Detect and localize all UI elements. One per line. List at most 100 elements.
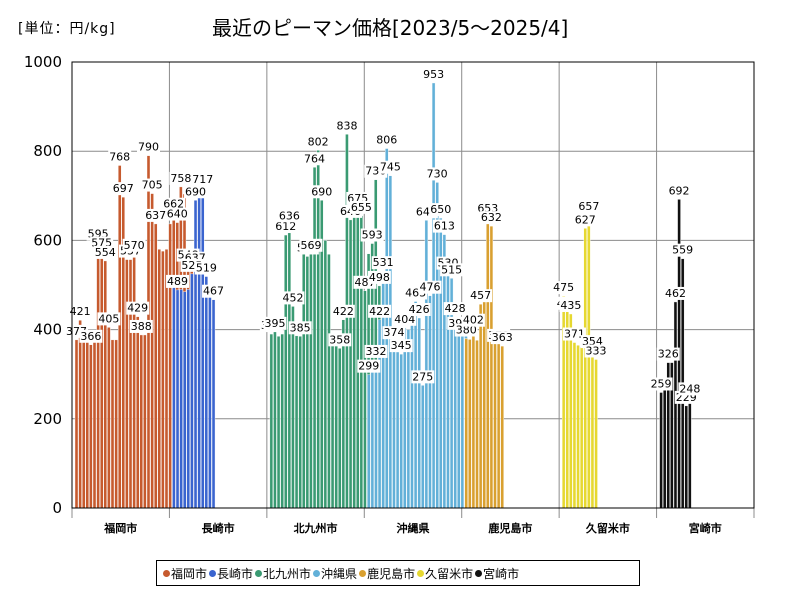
data-label: 366 [80,330,101,343]
data-label-bg [577,199,601,213]
data-label-bg [274,220,298,234]
legend-marker-icon [475,569,483,577]
data-label-bg [375,133,399,147]
data-label: 275 [412,370,433,383]
bar [139,334,144,509]
bar [684,405,688,509]
data-label: 559 [672,244,693,257]
bar [164,249,169,509]
data-label-bg [461,313,485,327]
data-label-bg [122,238,146,252]
data-label-bg [663,286,687,300]
data-label: 467 [203,285,224,298]
bar [662,385,667,509]
bar [114,339,118,509]
bar [287,224,292,509]
bar [352,213,356,509]
data-label: 380 [456,324,477,337]
data-label-bg [584,344,608,358]
legend-marker-icon [209,569,217,577]
bar [475,340,479,509]
bar [406,329,411,509]
data-label: 612 [275,220,296,233]
bar [468,339,472,509]
bar [569,313,573,509]
legend-item: 長崎市 [209,565,253,582]
data-label: 593 [362,229,383,242]
data-label: 476 [419,281,440,294]
data-label: 554 [95,246,116,259]
data-label: 569 [300,239,321,252]
data-label: 371 [564,328,585,341]
bar [125,259,129,509]
data-label-bg [202,284,226,298]
bar [417,317,421,509]
data-label-bg [288,321,312,335]
data-label: 429 [127,302,148,315]
bars [74,82,692,509]
bar [208,288,212,509]
legend-label: 沖縄県 [321,566,358,581]
bar [175,289,180,509]
data-label: 374 [383,326,404,339]
data-label: 457 [470,289,491,302]
data-label: 462 [665,287,686,300]
category-label: 長崎市 [202,521,235,535]
data-label-bg [443,302,467,316]
data-label: 326 [658,348,679,361]
legend-label: 宮崎市 [483,566,520,581]
legend-marker-icon [255,569,263,577]
data-label: 345 [391,339,412,352]
data-label: 388 [131,320,152,333]
bar [312,167,317,509]
category-label: 沖縄県 [397,521,430,535]
bar [395,351,400,509]
bar [583,228,587,509]
legend-item: 沖縄県 [313,565,357,582]
bar [370,369,375,509]
bar [143,334,147,509]
data-label-bg [299,238,323,252]
bar [500,345,504,509]
data-label-bg [357,359,381,373]
bar [161,250,165,509]
data-label: 248 [679,382,700,395]
bar [201,188,205,509]
bar [323,240,328,509]
bar [309,253,313,509]
bar [107,327,111,509]
data-label-bg [79,329,103,343]
bar [348,219,353,509]
bar [341,319,346,509]
bar [659,392,663,509]
bar [273,331,277,509]
bar [135,316,140,509]
data-label-bg [169,171,193,185]
bar [334,345,338,509]
data-label-bg [378,160,402,174]
data-label-bg [429,203,453,217]
data-label: 802 [308,135,329,148]
bar [572,342,577,509]
bar [330,336,335,509]
data-label: 768 [109,150,130,163]
chart-title: 最近のピーマン価格[2023/5～2025/4] [212,16,569,40]
data-label-bg [144,208,168,222]
bar [117,165,122,509]
data-label: 422 [333,305,354,318]
data-label-bg [328,333,352,347]
bar [204,276,209,509]
y-tick-label: 800 [33,142,62,160]
bar [428,295,432,509]
bar [183,291,187,509]
data-label: 692 [669,184,690,197]
data-label-bg [166,274,190,288]
data-label-bg [407,303,431,317]
bar [338,348,342,509]
data-label-bg [440,263,464,277]
data-label: 690 [311,185,332,198]
bar [453,316,457,509]
data-label: 790 [138,141,159,154]
bar [587,214,591,509]
data-label-bg [671,243,695,257]
